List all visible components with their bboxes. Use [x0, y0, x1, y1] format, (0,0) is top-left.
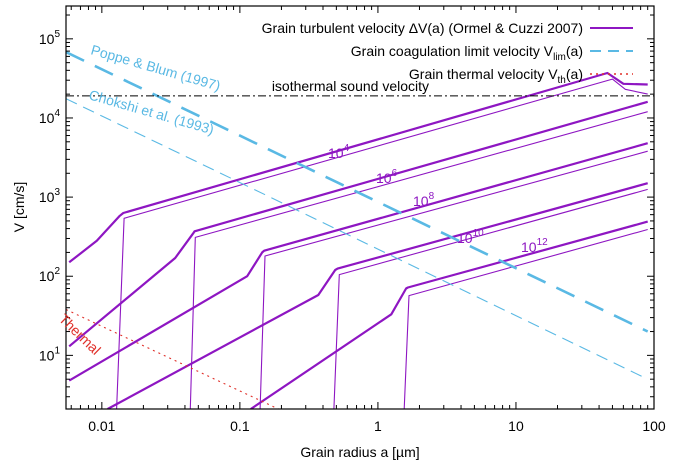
- y-axis-label: V [cm/s]: [11, 182, 27, 233]
- series-line-10: [66, 50, 649, 333]
- annotation-7: 1012: [521, 237, 548, 255]
- series-line-0: [68, 71, 648, 264]
- series-line-5: [259, 150, 648, 409]
- series-line-8: [250, 220, 648, 409]
- series-line-1: [116, 78, 648, 409]
- sound-velocity-label: isothermal sound velocity: [272, 78, 429, 94]
- series-line-6: [107, 182, 648, 409]
- series-line-11: [66, 98, 648, 380]
- x-tick-label: 10: [508, 418, 524, 434]
- y-tick-label: 102: [39, 266, 61, 284]
- series-line-3: [189, 111, 648, 409]
- y-tick-label: 103: [39, 187, 61, 205]
- legend-entry-0: Grain turbulent velocity ΔV(a) (Ormel & …: [262, 20, 583, 36]
- legend-entry-2: Grain thermal velocity Vth(a): [409, 66, 583, 86]
- x-tick-label: 100: [642, 418, 666, 434]
- series-line-7: [333, 188, 648, 409]
- x-tick-label: 0.01: [88, 418, 115, 434]
- x-tick-label: 1: [374, 418, 382, 434]
- x-tick-label: 0.1: [230, 418, 250, 434]
- annotation-6: 1010: [457, 228, 484, 246]
- y-tick-label: 101: [39, 345, 61, 363]
- plot-frame: [65, 5, 655, 410]
- legend-entry-1: Grain coagulation limit velocity Vlim(a): [351, 43, 583, 63]
- series-line-4: [68, 142, 648, 382]
- x-axis-label: Grain radius a [µm]: [300, 444, 419, 460]
- series-line-9: [403, 228, 648, 409]
- y-tick-label: 104: [39, 108, 61, 126]
- y-tick-label: 105: [39, 29, 61, 47]
- annotation-5: 108: [413, 191, 435, 209]
- annotation-4: 106: [376, 168, 398, 186]
- series-line-2: [68, 100, 649, 348]
- annotation-3: 104: [328, 143, 350, 161]
